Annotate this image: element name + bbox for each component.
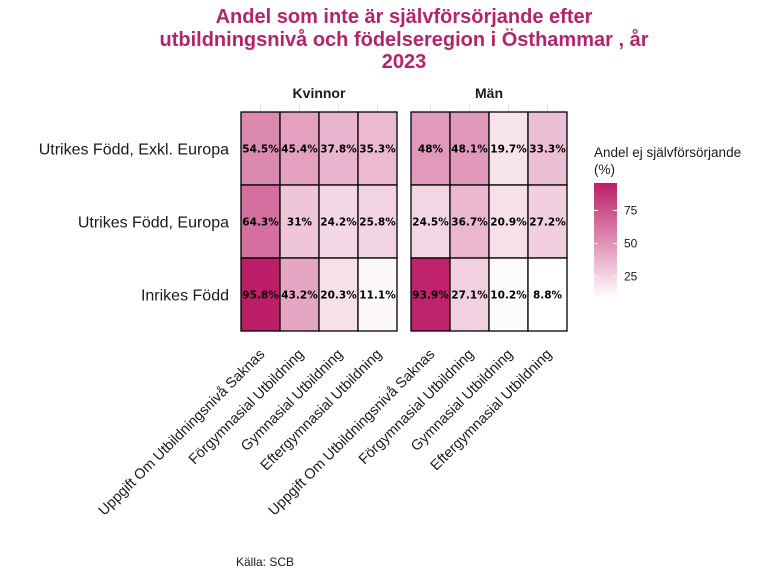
cell-value-label: 24.5% bbox=[412, 217, 449, 229]
heatmap-cell bbox=[318, 257, 359, 332]
cell-value-label: 93.9% bbox=[412, 290, 449, 302]
cell-value-label: 8.8% bbox=[533, 290, 563, 302]
cell-value-label: 33.3% bbox=[529, 144, 566, 156]
cell-value-label: 20.9% bbox=[490, 217, 527, 229]
heatmap-cell bbox=[527, 184, 568, 259]
cell-value-label: 10.2% bbox=[490, 290, 527, 302]
cell-value-label: 35.3% bbox=[359, 144, 396, 156]
cell-value-label: 64.3% bbox=[242, 217, 279, 229]
cell-value-label: 48% bbox=[418, 144, 444, 156]
heatmap-cell bbox=[449, 111, 490, 186]
cell-value-label: 95.8% bbox=[242, 290, 279, 302]
x-tick-label: Uppgift Om Utbildningsnivå Saknas bbox=[96, 347, 269, 520]
heatmap-cell bbox=[527, 257, 568, 332]
cell-value-label: 27.1% bbox=[451, 290, 488, 302]
cell-value-label: 45.4% bbox=[281, 144, 318, 156]
legend-title-line-2: (%) bbox=[594, 162, 615, 177]
heatmap-cell bbox=[240, 111, 281, 186]
heatmap-cell bbox=[488, 184, 529, 259]
facet-label-1: Män bbox=[475, 85, 503, 101]
y-tick-label: Utrikes Född, Europa bbox=[78, 215, 229, 232]
heatmap-cell bbox=[357, 111, 398, 186]
cell-value-label: 20.3% bbox=[320, 290, 357, 302]
heatmap-cell bbox=[279, 184, 320, 259]
legend-tick-label: 75 bbox=[624, 203, 638, 217]
facet-label-0: Kvinnor bbox=[293, 85, 346, 101]
cell-value-label: 19.7% bbox=[490, 144, 527, 156]
chart-title-line-2: utbildningsnivå och födelseregion i Östh… bbox=[160, 28, 649, 51]
legend-color-bar bbox=[594, 183, 617, 298]
y-tick-label: Utrikes Född, Exkl. Europa bbox=[39, 142, 229, 159]
chart-title-line-3: 2023 bbox=[382, 51, 427, 73]
cell-value-label: 54.5% bbox=[242, 144, 279, 156]
cell-value-label: 43.2% bbox=[281, 290, 318, 302]
heatmap-cell bbox=[318, 184, 359, 259]
cell-value-label: 27.2% bbox=[529, 217, 566, 229]
cell-value-label: 24.2% bbox=[320, 217, 357, 229]
heatmap-cell bbox=[488, 257, 529, 332]
y-tick-label: Inrikes Född bbox=[141, 288, 229, 305]
cell-value-label: 11.1% bbox=[359, 290, 396, 302]
plot-area: Kvinnor Män 54.5% 45.4% 37.8% 35.3% 64.3% 31% 24… bbox=[39, 85, 568, 520]
cell-value-label: 36.7% bbox=[451, 217, 488, 229]
legend-title-line-1: Andel ej självförsörjande bbox=[594, 145, 741, 160]
heatmap-cell bbox=[488, 111, 529, 186]
heatmap-cell bbox=[357, 184, 398, 259]
heatmap-cell bbox=[449, 184, 490, 259]
cell-value-label: 31% bbox=[287, 217, 313, 229]
cell-value-label: 37.8% bbox=[320, 144, 357, 156]
cell-value-label: 25.8% bbox=[359, 217, 396, 229]
heatmap-cell bbox=[410, 184, 451, 259]
heatmap-cell bbox=[449, 257, 490, 332]
heatmap-cell bbox=[357, 257, 398, 332]
chart-caption: Källa: SCB bbox=[236, 555, 294, 569]
legend-tick-label: 25 bbox=[624, 270, 638, 284]
cell-value-label: 48.1% bbox=[451, 144, 488, 156]
heatmap-cell bbox=[527, 111, 568, 186]
color-legend: Andel ej självförsörjande (%) 25 50 75 bbox=[594, 145, 741, 298]
legend-tick-label: 50 bbox=[624, 237, 638, 251]
heatmap-cell bbox=[240, 257, 281, 332]
chart-title-line-1: Andel som inte är självförsörjande efter bbox=[216, 6, 593, 28]
